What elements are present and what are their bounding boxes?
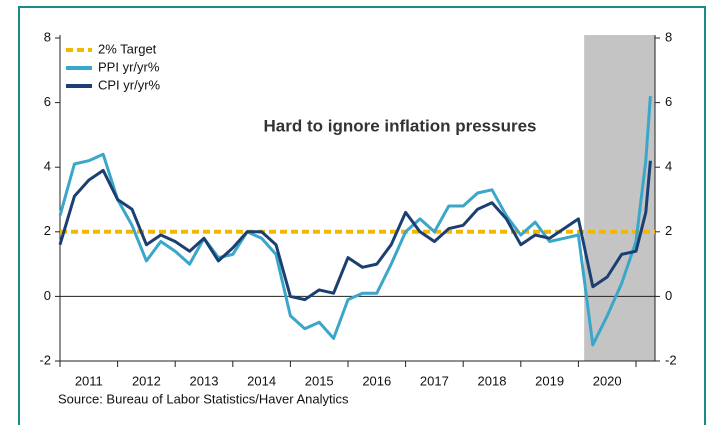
y2-tick-label: 4 — [665, 159, 672, 174]
x-tick-label: 2018 — [478, 373, 507, 388]
x-tick-label: 2017 — [420, 373, 449, 388]
annotation: Hard to ignore inflation pressures — [264, 116, 537, 135]
series-line — [58, 160, 652, 302]
x-tick-label: 2014 — [247, 373, 276, 388]
x-tick-label: 2013 — [190, 373, 219, 388]
y2-tick-label: 6 — [665, 94, 672, 109]
y2-tick-label: 2 — [665, 223, 672, 238]
y2-tick-label: 0 — [665, 288, 672, 303]
series-line — [58, 95, 652, 347]
x-tick-label: 2012 — [132, 373, 161, 388]
y-tick-label: 4 — [44, 159, 51, 174]
x-tick-label: 2016 — [362, 373, 391, 388]
y2-tick-label: -2 — [665, 352, 677, 367]
y-tick-label: 8 — [44, 29, 51, 44]
y-tick-label: -2 — [39, 352, 51, 367]
legend-label: CPI yr/yr% — [98, 77, 161, 92]
x-tick-label: 2011 — [75, 373, 103, 388]
y2-tick-label: 8 — [665, 29, 672, 44]
legend-label: PPI yr/yr% — [98, 59, 160, 74]
y-tick-label: 2 — [44, 223, 51, 238]
y-tick-label: 6 — [44, 94, 51, 109]
frame — [18, 6, 706, 425]
x-tick-label: 2015 — [305, 373, 334, 388]
y-tick-label: 0 — [44, 288, 51, 303]
x-tick-label: 2019 — [535, 373, 564, 388]
recession-shade — [584, 35, 655, 361]
x-tick-label: 2020 — [593, 373, 622, 388]
source: Source: Bureau of Labor Statistics/Haver… — [58, 391, 349, 406]
legend-label: 2% Target — [98, 41, 157, 56]
